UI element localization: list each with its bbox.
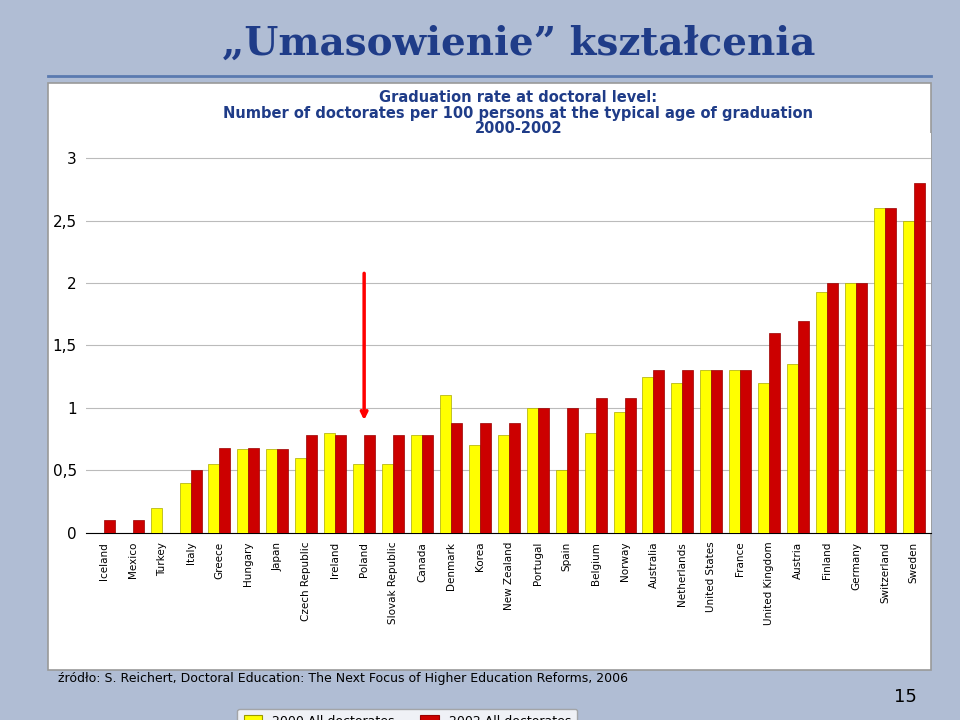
Bar	[353, 464, 364, 533]
Bar	[180, 483, 190, 533]
Bar	[306, 436, 317, 533]
Bar	[132, 521, 144, 533]
Bar	[730, 371, 740, 533]
Bar	[538, 408, 549, 533]
Bar	[769, 333, 780, 533]
Bar	[335, 436, 347, 533]
Bar	[451, 423, 462, 533]
Bar	[711, 371, 722, 533]
Bar	[798, 320, 809, 533]
Bar	[237, 449, 249, 533]
Bar	[671, 383, 683, 533]
Bar	[249, 448, 259, 533]
Bar	[324, 433, 335, 533]
Bar	[422, 436, 433, 533]
Bar	[828, 283, 838, 533]
Bar	[654, 371, 664, 533]
Bar	[411, 436, 422, 533]
Bar	[440, 395, 451, 533]
Text: Graduation rate at doctoral level:: Graduation rate at doctoral level:	[379, 90, 658, 105]
Bar	[277, 449, 288, 533]
Bar	[758, 383, 769, 533]
Bar	[190, 470, 202, 533]
Bar	[701, 371, 711, 533]
Bar	[296, 458, 306, 533]
Bar	[220, 448, 230, 533]
Bar	[364, 436, 375, 533]
Text: 15: 15	[894, 688, 917, 706]
Bar	[393, 436, 404, 533]
Bar	[266, 449, 277, 533]
Bar	[914, 183, 924, 533]
Text: Number of doctorates per 100 persons at the typical age of graduation: Number of doctorates per 100 persons at …	[224, 106, 813, 121]
Bar	[642, 377, 654, 533]
Bar	[509, 423, 519, 533]
Bar	[683, 371, 693, 533]
Bar	[151, 508, 161, 533]
Bar	[902, 220, 914, 533]
Bar	[566, 408, 578, 533]
Bar	[382, 464, 393, 533]
Bar	[740, 371, 752, 533]
Text: źródło: S. Reichert, Doctoral Education: The Next Focus of Higher Education Refo: źródło: S. Reichert, Doctoral Education:…	[58, 672, 628, 685]
Bar	[556, 470, 566, 533]
Bar	[208, 464, 220, 533]
Bar	[856, 283, 867, 533]
Text: 2000-2002: 2000-2002	[474, 121, 563, 136]
Text: „Umasowienie” kształcenia: „Umasowienie” kształcenia	[222, 25, 815, 63]
Bar	[585, 433, 595, 533]
Bar	[787, 364, 798, 533]
Bar	[613, 412, 625, 533]
Bar	[480, 423, 491, 533]
Bar	[498, 436, 509, 533]
Bar	[625, 398, 636, 533]
Legend: 2000 All doctorates, 2002 All doctorates: 2000 All doctorates, 2002 All doctorates	[237, 709, 577, 720]
Bar	[468, 446, 480, 533]
Bar	[595, 398, 607, 533]
Bar	[816, 292, 828, 533]
Bar	[104, 521, 115, 533]
Bar	[845, 283, 856, 533]
Bar	[885, 208, 896, 533]
Bar	[527, 408, 538, 533]
Bar	[874, 208, 885, 533]
